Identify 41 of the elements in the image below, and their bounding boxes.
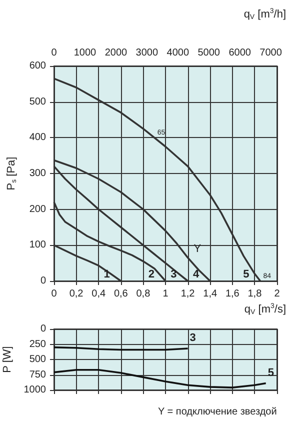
y-tick-label: 300 <box>29 168 46 179</box>
series-label: 2 <box>148 268 154 280</box>
series-label: 1 <box>104 268 110 280</box>
x2-tick-label: 4000 <box>166 48 190 58</box>
y-tick-label: 500 <box>29 96 46 108</box>
x2-tick-label: 6000 <box>228 48 252 58</box>
x-tick-label: 1,2 <box>180 288 196 300</box>
x-tick-label: 0,4 <box>92 288 106 300</box>
x2-tick-label: 7000 <box>260 48 282 58</box>
y-tick-label: 600 <box>29 60 46 72</box>
y-axis-title: P [W] <box>1 346 14 373</box>
y-tick-label: 0 <box>40 324 46 334</box>
y-tick-label: 750 <box>29 369 46 380</box>
x2-tick-label: 2000 <box>104 48 128 58</box>
series-label: 3 <box>170 268 177 280</box>
x-tick-label: 1 <box>162 288 169 300</box>
series-label: 5 <box>243 268 250 280</box>
x2-tick-label: 5000 <box>198 48 220 58</box>
x2-tick-label: 0 <box>51 48 58 58</box>
y-tick-label: 0 <box>40 276 46 286</box>
x-tick-label: 0,2 <box>69 288 84 300</box>
y-tick-label: 500 <box>29 354 46 365</box>
series-label: 3 <box>190 332 196 344</box>
line-series <box>53 368 267 388</box>
x2-tick-label: 1000 <box>74 48 97 58</box>
x-tick-label: 1,8 <box>248 288 262 300</box>
annotation: Y <box>194 243 202 256</box>
y-tick-label: 400 <box>29 132 46 144</box>
y-tick-label: 100 <box>29 240 46 251</box>
y-tick-label: 1000 <box>24 384 46 396</box>
text: Y = подключение звездой <box>158 406 277 418</box>
x-tick-label: 0,8 <box>136 288 151 300</box>
x-tick-label: 0,6 <box>114 288 128 300</box>
x-tick-label: 1,6 <box>225 288 240 300</box>
y-tick-label: 250 <box>29 338 46 350</box>
series-label: 4 <box>192 268 200 280</box>
x2-tick-label: 3000 <box>136 48 158 58</box>
x-tick-label: 0 <box>51 288 58 300</box>
y-tick-label: 200 <box>29 204 46 215</box>
x-tick-label: 1,4 <box>203 288 218 300</box>
x-tick-label: 2 <box>274 288 280 300</box>
